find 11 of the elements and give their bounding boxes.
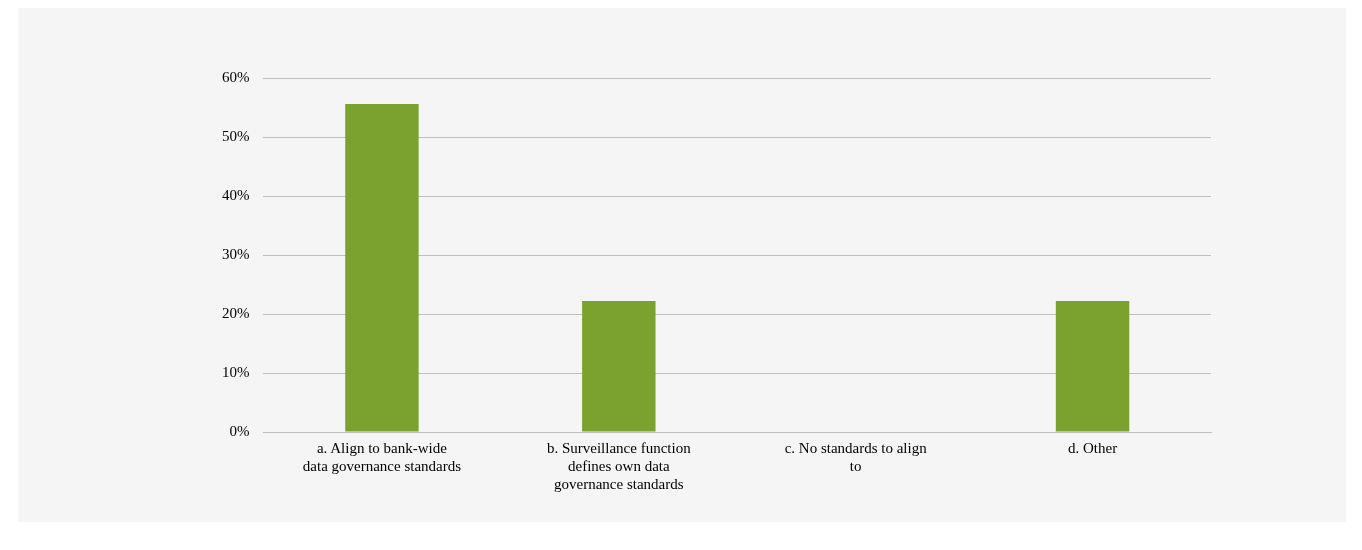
y-tick-label: 0% — [229, 422, 250, 439]
y-tick-label: 10% — [222, 363, 250, 380]
y-tick-label: 60% — [222, 68, 250, 85]
x-tick-label: a. Align to bank-wide data governance standards — [302, 439, 462, 474]
x-tick-label: d. Other — [1067, 439, 1118, 456]
x-tick-label: c. No standards to align to — [784, 439, 928, 474]
y-tick-label: 50% — [222, 127, 250, 144]
y-tick-label: 40% — [222, 186, 250, 203]
y-tick-label: 30% — [222, 245, 250, 262]
y-tick-label: 20% — [222, 304, 250, 321]
x-tick-label: b. Surveillance function defines own data governance standards — [546, 439, 692, 492]
